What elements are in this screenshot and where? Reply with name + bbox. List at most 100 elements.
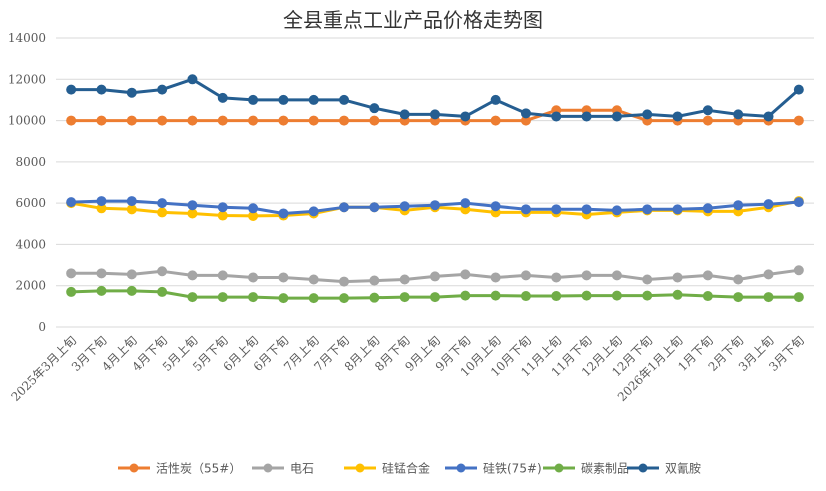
data-point xyxy=(672,272,683,283)
data-point xyxy=(187,292,198,303)
y-tick-label: 4000 xyxy=(15,237,46,251)
data-point xyxy=(702,105,713,116)
data-point xyxy=(490,290,501,301)
series-6 xyxy=(66,74,804,122)
data-point xyxy=(157,115,168,126)
data-point xyxy=(126,204,137,215)
data-point xyxy=(733,274,744,285)
data-point xyxy=(187,74,198,85)
data-point xyxy=(66,197,77,208)
data-point xyxy=(308,206,319,217)
data-point xyxy=(581,290,592,301)
data-point xyxy=(490,115,501,126)
y-tick-label: 8000 xyxy=(15,155,46,169)
data-point xyxy=(490,201,501,212)
data-point xyxy=(399,274,410,285)
x-tick-label: 2025年3月上旬 xyxy=(8,333,79,404)
data-point xyxy=(157,207,168,218)
data-point xyxy=(187,115,198,126)
data-point xyxy=(369,275,380,286)
data-point xyxy=(308,115,319,126)
legend-item: 电石 xyxy=(252,462,314,476)
data-point xyxy=(126,285,137,296)
data-point xyxy=(581,204,592,215)
data-point xyxy=(339,202,350,213)
legend-item: 硅铁(75#) xyxy=(445,462,542,476)
data-point xyxy=(642,274,653,285)
data-point xyxy=(157,266,168,277)
data-point xyxy=(672,111,683,122)
data-point xyxy=(672,289,683,300)
chart-title: 全县重点工业产品价格走势图 xyxy=(283,8,543,32)
data-point xyxy=(430,200,440,211)
series-4 xyxy=(66,196,804,219)
data-point xyxy=(278,115,289,126)
data-point xyxy=(763,111,774,122)
data-point xyxy=(339,94,350,105)
data-point xyxy=(217,292,228,303)
legend-label: 碳素制品 xyxy=(581,462,629,476)
y-tick-label: 10000 xyxy=(8,114,46,128)
data-point xyxy=(702,115,713,126)
data-point xyxy=(430,271,440,282)
legend-swatch-marker xyxy=(129,463,139,473)
y-tick-label: 6000 xyxy=(15,196,46,210)
data-point xyxy=(520,108,531,119)
data-point xyxy=(66,286,77,297)
data-point xyxy=(399,201,410,212)
y-tick-label: 14000 xyxy=(8,31,46,45)
data-point xyxy=(430,292,440,303)
data-point xyxy=(126,269,137,280)
legend-swatch-marker xyxy=(263,463,273,473)
data-point xyxy=(551,204,562,215)
data-point xyxy=(339,293,350,304)
data-point xyxy=(763,199,774,210)
legend-item: 双氰胺 xyxy=(627,461,701,476)
data-point xyxy=(339,115,350,126)
data-point xyxy=(551,272,562,283)
y-tick-label: 2000 xyxy=(15,279,46,293)
data-point xyxy=(187,208,198,219)
data-point xyxy=(460,269,471,280)
data-point xyxy=(187,200,198,211)
data-point xyxy=(793,115,804,126)
data-point xyxy=(733,109,744,120)
data-point xyxy=(66,84,77,95)
data-point xyxy=(369,115,380,126)
legend-label: 硅锰合金 xyxy=(382,461,430,476)
data-point xyxy=(369,292,380,303)
data-point xyxy=(551,111,562,122)
data-point xyxy=(96,268,107,279)
data-point xyxy=(66,268,77,279)
data-point xyxy=(248,115,259,126)
legend-label: 硅铁(75#) xyxy=(483,462,542,476)
legend-item: 碳素制品 xyxy=(543,462,629,476)
data-point xyxy=(308,293,319,304)
data-point xyxy=(248,272,259,283)
legend-item: 硅锰合金 xyxy=(344,461,430,476)
data-point xyxy=(248,292,259,303)
data-point xyxy=(581,270,592,281)
data-point xyxy=(611,270,622,281)
data-point xyxy=(369,202,380,213)
data-point xyxy=(187,270,198,281)
data-point xyxy=(793,265,804,276)
data-point xyxy=(672,204,683,215)
data-point xyxy=(793,84,804,95)
legend: 活性炭（55#） 电石 硅锰合金 硅铁(75#) 碳素制品 双氰胺 xyxy=(118,461,701,476)
data-point xyxy=(217,115,228,126)
data-point xyxy=(520,204,531,215)
data-point xyxy=(793,292,804,303)
data-point xyxy=(369,103,380,114)
legend-label: 双氰胺 xyxy=(665,461,701,476)
data-point xyxy=(248,203,259,214)
y-tick-label: 0 xyxy=(38,320,46,334)
legend-item: 活性炭（55#） xyxy=(118,462,241,476)
data-point xyxy=(520,291,531,302)
x-axis: 2025年3月上旬3月下旬4月上旬4月下旬5月上旬5月下旬6月上旬6月下旬7月上… xyxy=(8,333,807,404)
data-point xyxy=(339,276,350,287)
data-point xyxy=(642,290,653,301)
data-point xyxy=(642,204,653,215)
y-tick-label: 12000 xyxy=(8,72,46,86)
